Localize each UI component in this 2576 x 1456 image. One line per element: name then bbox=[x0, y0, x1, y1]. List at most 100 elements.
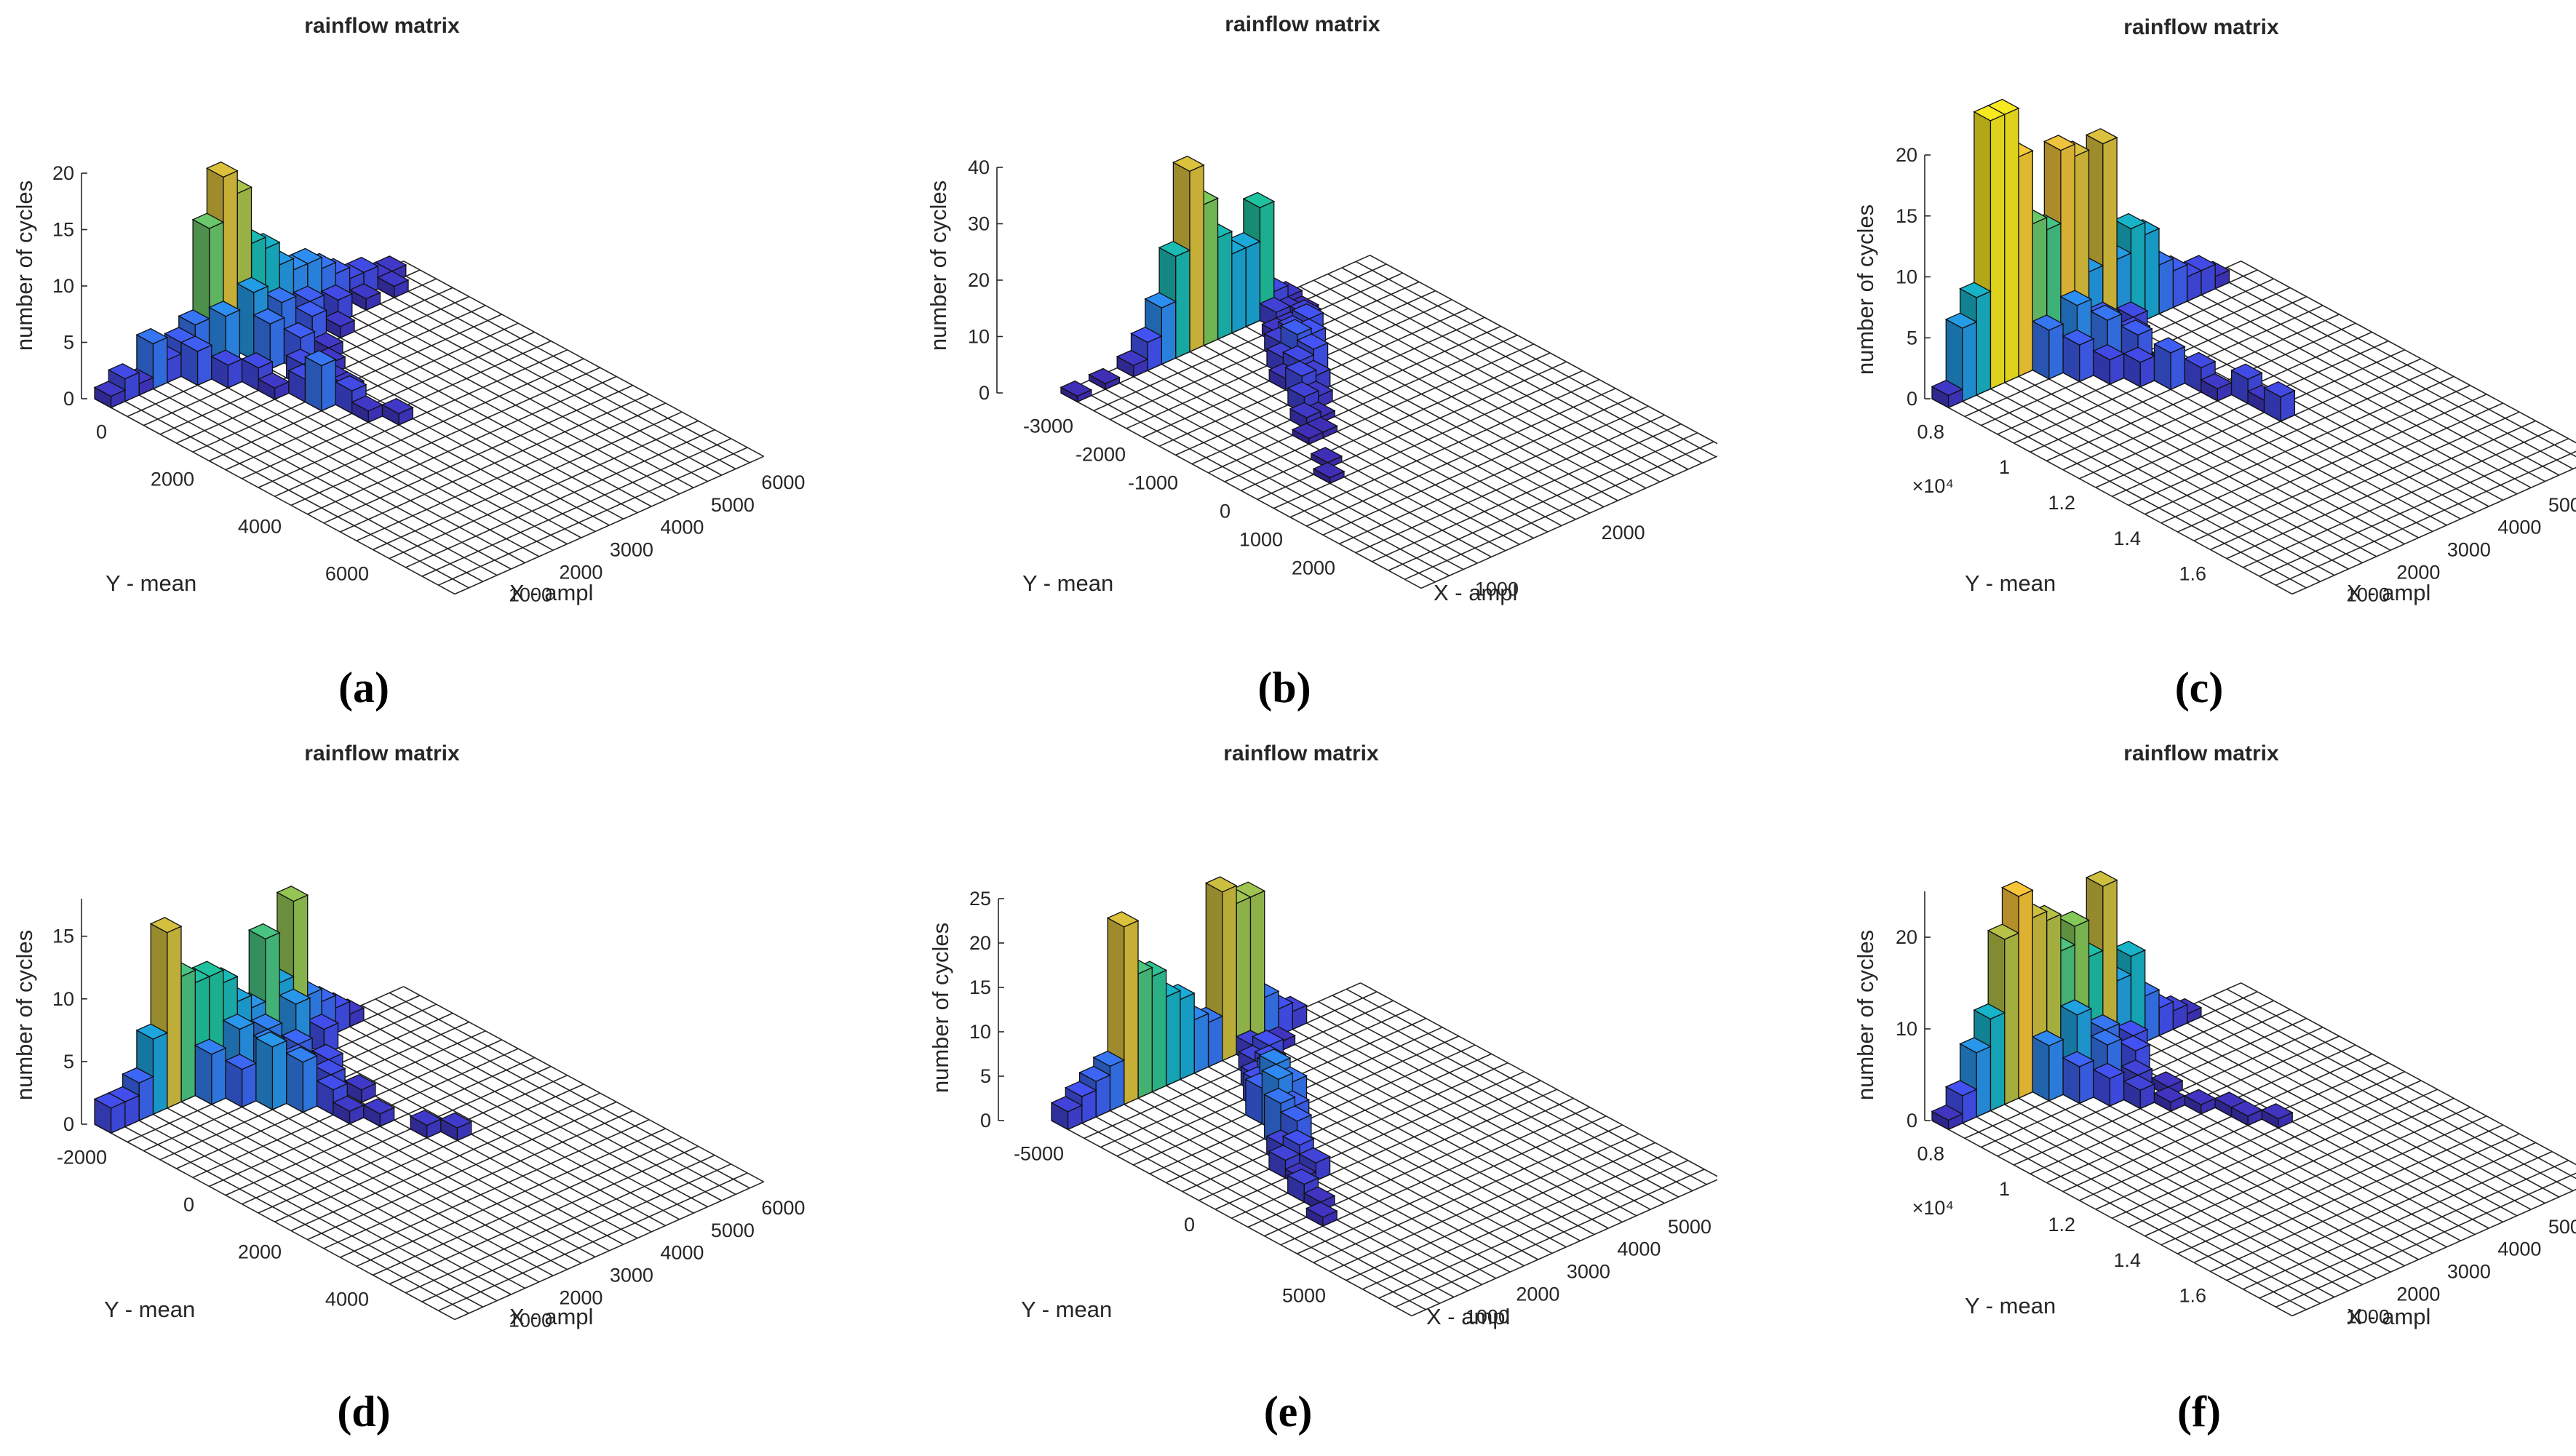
bar-face bbox=[1151, 969, 1167, 1093]
bar bbox=[255, 1031, 288, 1111]
x-tick-label: 4000 bbox=[660, 517, 704, 538]
grid-line bbox=[2226, 988, 2576, 1179]
y-axis-label: Y - mean bbox=[1965, 1293, 2056, 1318]
z-tick-label: 15 bbox=[52, 219, 74, 241]
y-tick-label: 5000 bbox=[1282, 1285, 1326, 1307]
bar-face bbox=[306, 1014, 339, 1030]
bar-face bbox=[2113, 940, 2147, 958]
y-multiplier: ×10⁴ bbox=[1912, 475, 1954, 497]
y-tick-label: 1 bbox=[1999, 456, 2010, 478]
grid-line bbox=[373, 411, 683, 551]
y-tick-label: 0.8 bbox=[1917, 1142, 1944, 1164]
y-tick-label: -1000 bbox=[1128, 472, 1178, 493]
bar-face bbox=[191, 212, 225, 229]
bar-face bbox=[167, 926, 182, 1109]
grid-line bbox=[1370, 255, 1717, 445]
bar-face bbox=[2059, 999, 2093, 1016]
axis-ticks: 0 5 10 15 -2000 0 2000 4000 1000 2000 3000 4000 5000… bbox=[52, 899, 805, 1332]
grid-line bbox=[1289, 1014, 1651, 1210]
grid-line bbox=[1313, 1124, 1623, 1263]
bar-face bbox=[1260, 1063, 1294, 1081]
x-axis-label: X - ampl bbox=[509, 1304, 593, 1329]
bar-face bbox=[250, 1013, 283, 1030]
bar-face bbox=[196, 344, 212, 386]
bar-face bbox=[1095, 1074, 1111, 1118]
bar-face bbox=[2263, 381, 2296, 398]
grid-line bbox=[1285, 292, 1647, 489]
grid-line bbox=[438, 1172, 748, 1311]
grid-line bbox=[2185, 1007, 2545, 1204]
grid-line bbox=[1297, 1115, 1607, 1254]
bar-face bbox=[1303, 1186, 1336, 1203]
z-tick-label: 20 bbox=[52, 162, 74, 184]
z-tick-label: 10 bbox=[52, 275, 74, 297]
bar-face bbox=[295, 301, 327, 317]
y-tick-label: 1 bbox=[1999, 1178, 2010, 1200]
grid-line bbox=[2212, 273, 2574, 470]
bar-face bbox=[304, 356, 322, 412]
bar-face bbox=[255, 1037, 274, 1111]
grid-line bbox=[1257, 361, 1567, 501]
bar-face bbox=[2018, 889, 2033, 1099]
panel-d: rainflow matrix number of cycles Y - mea… bbox=[0, 728, 859, 1455]
x-tick-label: 4000 bbox=[660, 1242, 704, 1264]
bar-face bbox=[1944, 312, 1978, 329]
z-axis-label: number of cycles bbox=[1853, 930, 1878, 1100]
bar-face bbox=[2170, 346, 2185, 391]
bar bbox=[285, 1046, 318, 1113]
x-tick-label: 1000 bbox=[2346, 584, 2390, 606]
bar bbox=[2031, 314, 2064, 380]
bar-face bbox=[135, 1023, 169, 1040]
bar-face bbox=[1137, 966, 1153, 1099]
grid-line bbox=[2259, 1160, 2569, 1299]
x-tick-label: 3000 bbox=[610, 1265, 653, 1286]
y-axis-label: Y - mean bbox=[1021, 1297, 1112, 1322]
z-tick-label: 0 bbox=[979, 382, 990, 404]
bar-face bbox=[2004, 932, 2019, 1105]
grid-line bbox=[2160, 1106, 2470, 1246]
bars bbox=[1931, 870, 2294, 1131]
x-tick-label: 1000 bbox=[2346, 1306, 2390, 1328]
y-tick-label: 1.4 bbox=[2113, 528, 2141, 549]
y-tick-label: 1.4 bbox=[2113, 1249, 2141, 1271]
z-tick-label: 0 bbox=[63, 388, 74, 410]
grid-line bbox=[375, 273, 736, 470]
grid-line bbox=[323, 1110, 633, 1249]
bar bbox=[1116, 349, 1149, 378]
bar bbox=[303, 350, 337, 412]
bar bbox=[1931, 1105, 1964, 1131]
grid-line bbox=[333, 292, 694, 488]
bar-face bbox=[1287, 1169, 1319, 1185]
bar-face bbox=[303, 350, 337, 367]
bar-face bbox=[2115, 301, 2149, 318]
bar-face bbox=[1116, 349, 1149, 367]
z-tick-label: 5 bbox=[980, 1065, 991, 1087]
x-tick-label: 5000 bbox=[711, 494, 755, 516]
bar-face bbox=[1976, 290, 1992, 397]
bar-face bbox=[1291, 303, 1324, 319]
bar-face bbox=[1245, 240, 1261, 328]
bar-face bbox=[1092, 1050, 1126, 1067]
x-tick-label: 5000 bbox=[2548, 1216, 2576, 1238]
bar-face bbox=[93, 381, 127, 397]
bar bbox=[349, 283, 381, 311]
bar-face bbox=[1263, 1087, 1296, 1105]
chart-title: rainflow matrix bbox=[1223, 741, 1379, 765]
bar-face bbox=[362, 1098, 396, 1115]
z-tick-label: 10 bbox=[968, 326, 990, 348]
bar-face bbox=[321, 358, 336, 412]
y-tick-label: -3000 bbox=[1023, 415, 1073, 437]
z-axis-label: number of cycles bbox=[926, 180, 951, 351]
bar-face bbox=[2115, 1019, 2149, 1037]
bars bbox=[93, 886, 473, 1142]
bar-face bbox=[2172, 263, 2188, 309]
bar-face bbox=[2158, 258, 2174, 315]
grid-line bbox=[403, 986, 764, 1182]
bar bbox=[210, 349, 244, 389]
x-tick-label: 3000 bbox=[1567, 1261, 1610, 1283]
x-tick-label: 4000 bbox=[2497, 517, 2541, 538]
chart-title: rainflow matrix bbox=[304, 741, 460, 765]
grid-line bbox=[2243, 1150, 2553, 1290]
bar-face bbox=[1203, 197, 1219, 346]
bars bbox=[1931, 98, 2296, 423]
